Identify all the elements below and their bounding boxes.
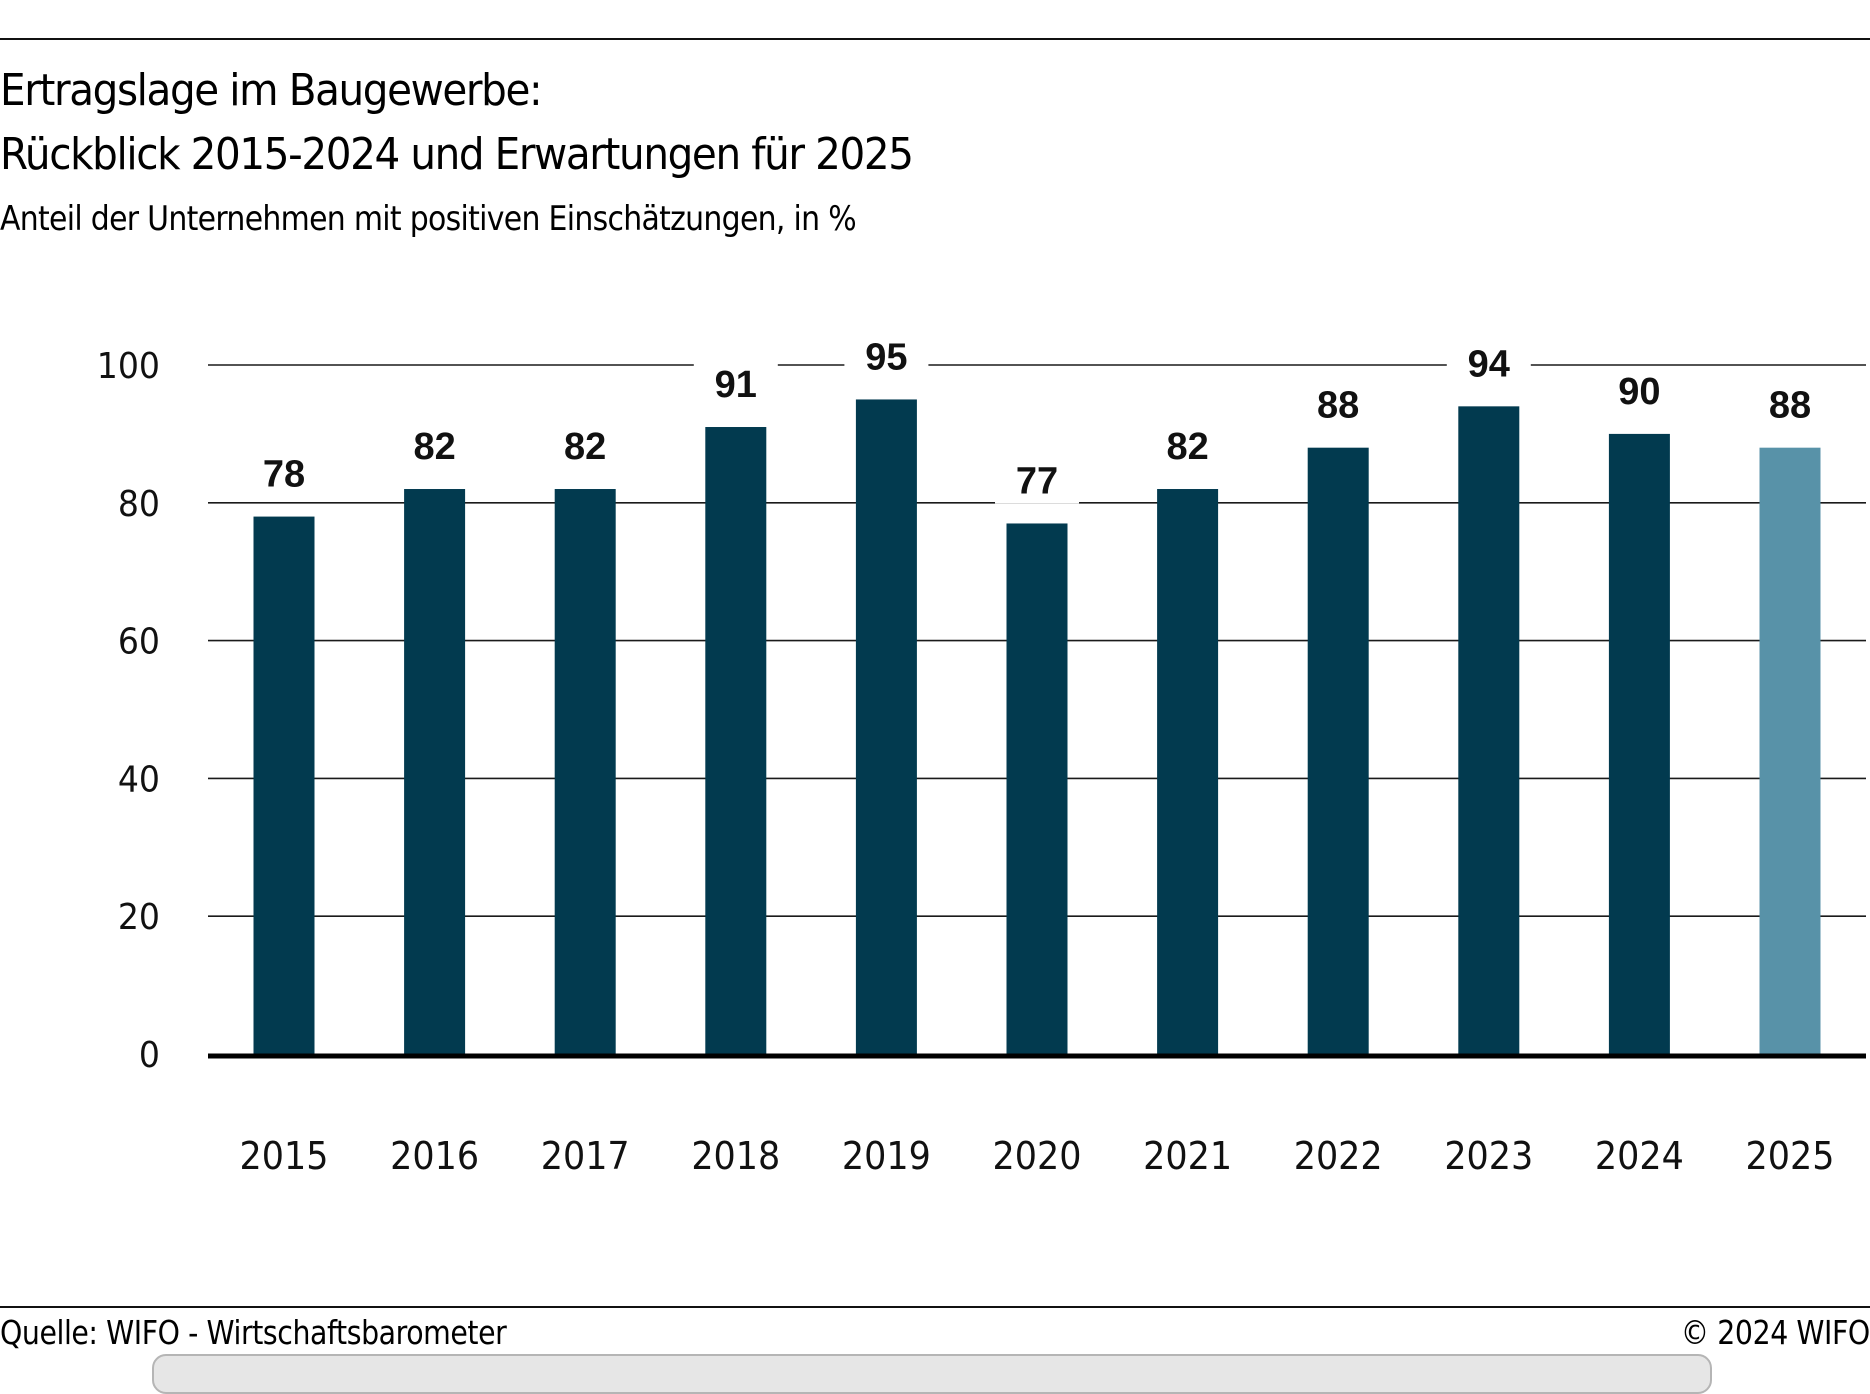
data-label-2024: 90 [1618, 371, 1660, 413]
x-axis-tick-labels: 2015 2016 2017 2018 2019 2020 2021 2022 2023 2024… [240, 1134, 1835, 1179]
bars [253, 399, 1821, 1055]
x-tick-label-2022: 2022 [1294, 1134, 1383, 1179]
x-tick-label-2016: 2016 [390, 1134, 479, 1179]
data-label-2016: 82 [413, 426, 455, 468]
bottom-panel [152, 1354, 1712, 1394]
data-label-mask [693, 363, 778, 408]
y-tick-label: 100 [97, 346, 160, 388]
data-label-mask [844, 335, 929, 380]
data-label-2015: 78 [263, 454, 305, 496]
data-label-mask [1748, 383, 1832, 428]
chart-subtitle: Anteil der Unternehmen mit positiven Ein… [0, 199, 857, 239]
data-label-2018: 91 [715, 364, 757, 406]
bar-2021 [1157, 489, 1219, 1054]
bar-2017 [554, 489, 616, 1054]
data-label-2025: 88 [1769, 385, 1811, 427]
bar-2016 [404, 489, 466, 1054]
y-tick-label: 60 [118, 621, 160, 663]
data-labels: 78 82 82 91 95 77 82 88 94 90 88 [242, 335, 1832, 504]
data-label-2021: 82 [1166, 426, 1208, 468]
bar-2023 [1458, 406, 1520, 1055]
data-label-2019: 95 [865, 336, 907, 378]
bar-2019 [855, 399, 917, 1054]
chart-title-line-1: Ertragslage im Baugewerbe: [0, 65, 543, 116]
data-label-mask [242, 452, 326, 497]
bar-chart: 0 20 40 60 80 100 78 82 82 91 95 77 82 88 94 90 88 2015… [97, 335, 1866, 1179]
x-tick-label-2021: 2021 [1143, 1134, 1232, 1179]
data-label-2023: 94 [1468, 343, 1510, 385]
x-tick-label-2017: 2017 [541, 1134, 630, 1179]
x-tick-label-2020: 2020 [993, 1134, 1082, 1179]
y-tick-label: 80 [118, 484, 160, 526]
x-tick-label-2019: 2019 [842, 1134, 931, 1179]
top-divider [0, 38, 1870, 40]
bar-2024 [1608, 433, 1670, 1054]
data-label-mask [995, 459, 1079, 504]
chart-title-line-2: Rückblick 2015-2024 und Erwartungen für … [0, 129, 914, 180]
data-label-2020: 77 [1016, 460, 1058, 502]
data-label-2017: 82 [564, 426, 606, 468]
data-label-mask [1145, 425, 1230, 470]
bar-2015 [253, 516, 315, 1054]
y-tick-label: 20 [118, 897, 160, 939]
x-tick-label-2015: 2015 [240, 1134, 329, 1179]
bar-2025 [1759, 447, 1821, 1054]
source-note: Quelle: WIFO - Wirtschaftsbarometer [0, 1313, 507, 1352]
x-tick-label-2024: 2024 [1595, 1134, 1684, 1179]
data-label-mask [1296, 383, 1381, 428]
y-tick-label: 40 [118, 759, 160, 801]
bar-2022 [1307, 447, 1369, 1054]
copyright-note: © 2024 WIFO [1680, 1313, 1870, 1352]
data-label-2022: 88 [1317, 385, 1359, 427]
data-label-mask [1597, 369, 1682, 414]
bar-2018 [705, 427, 767, 1054]
y-tick-label: 0 [139, 1035, 160, 1077]
data-label-mask [543, 425, 628, 470]
data-label-mask [392, 425, 477, 470]
x-tick-label-2018: 2018 [691, 1134, 780, 1179]
x-tick-label-2023: 2023 [1444, 1134, 1533, 1179]
x-tick-label-2025: 2025 [1746, 1134, 1835, 1179]
footer-divider [0, 1306, 1870, 1308]
data-label-mask [1446, 342, 1531, 387]
bar-2020 [1006, 523, 1068, 1054]
y-axis-tick-labels: 0 20 40 60 80 100 [97, 346, 160, 1077]
